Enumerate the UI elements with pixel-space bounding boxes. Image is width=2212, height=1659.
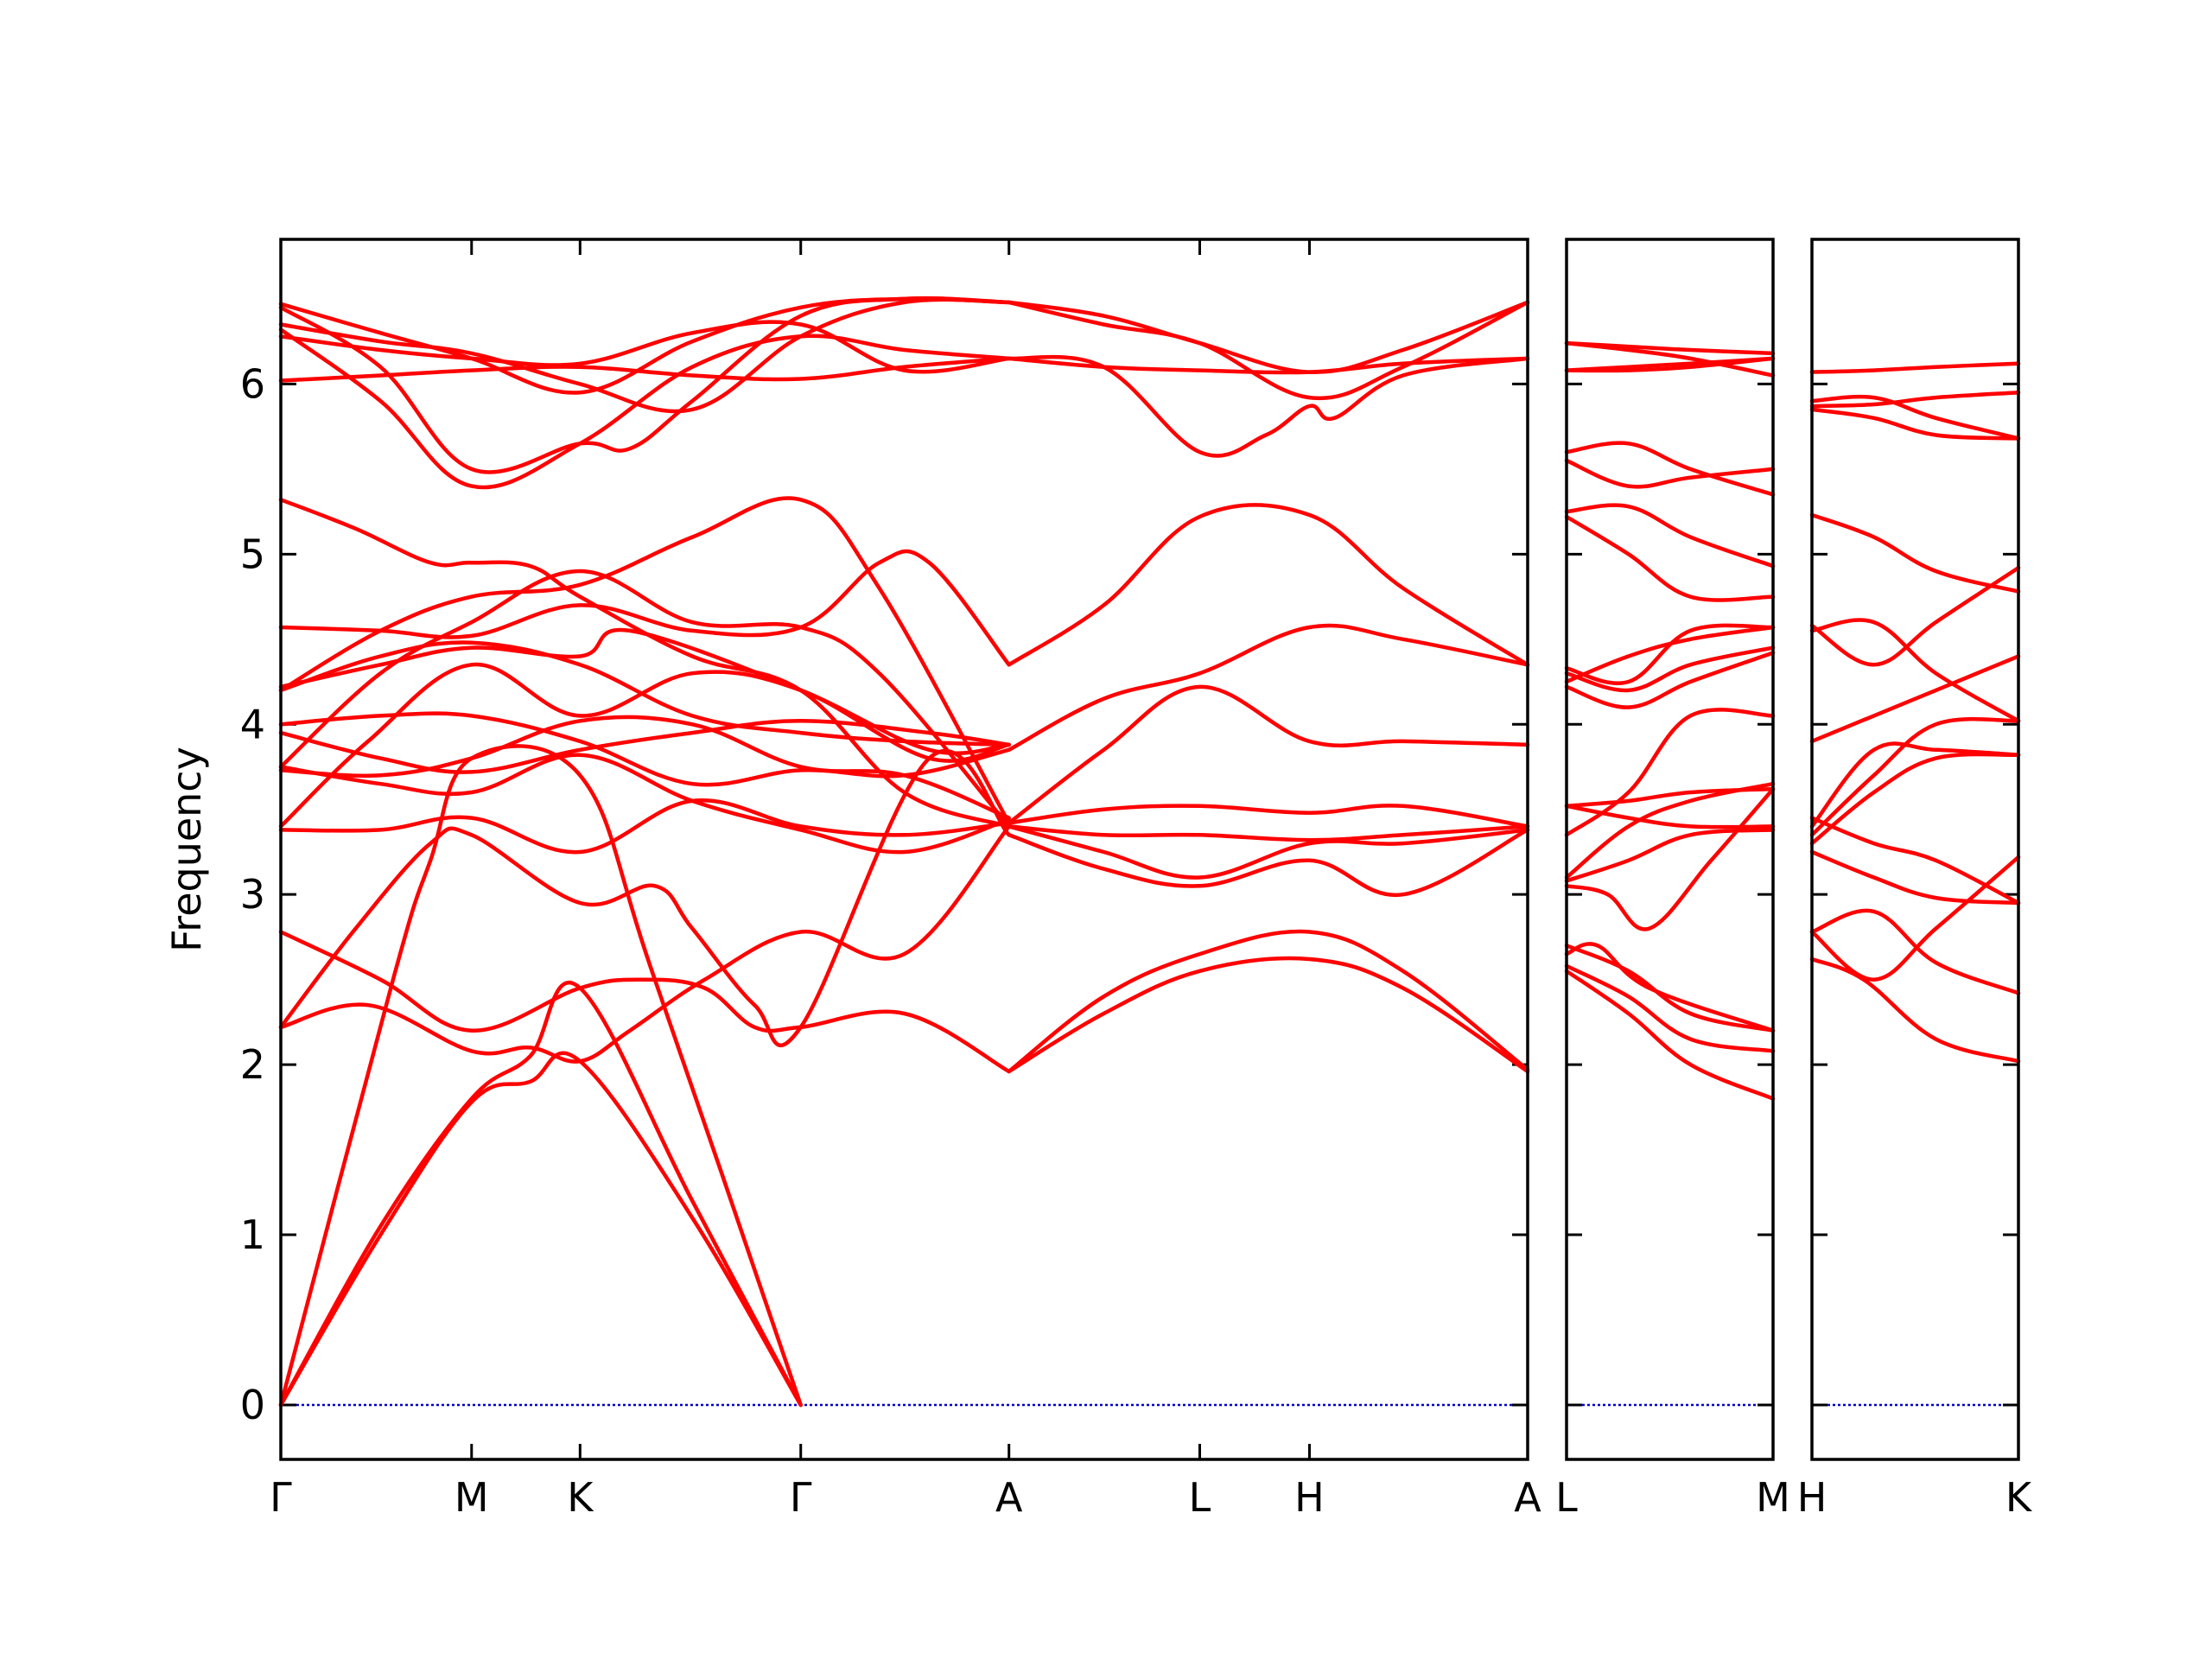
band-line bbox=[278, 748, 1011, 1048]
band-line bbox=[278, 327, 1011, 490]
band-line bbox=[1007, 804, 1530, 829]
band-line bbox=[1007, 300, 1530, 374]
x-tick-label: Γ bbox=[270, 1474, 292, 1521]
band-line bbox=[1809, 394, 2021, 441]
band-line bbox=[1809, 741, 2021, 829]
band-line bbox=[278, 824, 1011, 1064]
band-line bbox=[1809, 716, 2021, 837]
band-line bbox=[278, 715, 1011, 820]
band-line bbox=[1564, 708, 1776, 837]
panel-1: Γ M K Γ A L H A 0 1 2 3 4 5 6 bbox=[240, 238, 1541, 1521]
x-tick-label: H bbox=[1797, 1474, 1827, 1521]
band-line bbox=[1809, 565, 2021, 667]
band-line bbox=[1007, 356, 1530, 375]
band-line bbox=[1007, 824, 1530, 880]
y-tick-label: 4 bbox=[240, 701, 265, 747]
band-line bbox=[278, 798, 1011, 855]
y-tick-label: 5 bbox=[240, 531, 265, 577]
band-line bbox=[1564, 340, 1776, 356]
band-line bbox=[278, 719, 1011, 774]
panel-frame bbox=[1810, 238, 2020, 1461]
x-tick-label: M bbox=[1756, 1474, 1790, 1521]
band-line bbox=[278, 930, 1011, 1074]
band-line bbox=[1564, 651, 1776, 709]
x-tick-label: K bbox=[567, 1474, 594, 1521]
band-line bbox=[1007, 354, 1530, 458]
band-line bbox=[1564, 969, 1776, 1101]
band-line bbox=[278, 496, 1011, 825]
band-line bbox=[278, 1051, 803, 1408]
band-line bbox=[1809, 849, 2021, 906]
y-tick-label: 2 bbox=[240, 1041, 265, 1088]
band-line bbox=[1809, 654, 2021, 744]
band-line bbox=[1809, 957, 2021, 1064]
band-line bbox=[1564, 963, 1776, 1053]
y-axis-label: Frequency bbox=[163, 747, 210, 952]
band-line bbox=[278, 640, 1011, 747]
band-line bbox=[1007, 828, 1530, 898]
x-tick-label: M bbox=[454, 1474, 489, 1521]
x-tick-label: L bbox=[1555, 1474, 1578, 1521]
band-line bbox=[1007, 929, 1530, 1074]
band-line bbox=[1007, 300, 1530, 401]
band-line bbox=[1809, 390, 2021, 409]
panel-frame bbox=[1565, 238, 1775, 1461]
panel-frame bbox=[279, 238, 1529, 1461]
band-line bbox=[1007, 503, 1530, 667]
band-line bbox=[1007, 824, 1530, 842]
band-line bbox=[1564, 804, 1776, 830]
x-tick-label: A bbox=[995, 1474, 1023, 1521]
band-line bbox=[1564, 625, 1776, 684]
band-line bbox=[278, 980, 803, 1408]
band-line bbox=[1564, 503, 1776, 569]
band-line bbox=[1809, 908, 2021, 995]
band-line bbox=[278, 569, 1011, 829]
band-line bbox=[278, 296, 1011, 395]
x-tick-label: L bbox=[1189, 1474, 1211, 1521]
band-line bbox=[278, 662, 1011, 829]
band-line bbox=[1564, 942, 1776, 1033]
y-tick-label: 6 bbox=[240, 360, 265, 407]
band-line bbox=[278, 498, 1011, 829]
band-line bbox=[1007, 623, 1530, 753]
band-line bbox=[278, 753, 1011, 855]
band-line bbox=[1809, 361, 2021, 374]
band-line bbox=[1564, 828, 1776, 883]
band-line bbox=[1564, 356, 1776, 372]
band-line bbox=[1564, 623, 1776, 685]
band-line bbox=[1007, 684, 1530, 825]
y-tick-label: 0 bbox=[240, 1382, 265, 1428]
band-line bbox=[1564, 441, 1776, 497]
band-line bbox=[278, 320, 1011, 374]
y-tick-label: 1 bbox=[240, 1211, 265, 1258]
x-tick-label: H bbox=[1294, 1474, 1325, 1521]
band-line bbox=[1564, 458, 1776, 489]
band-line bbox=[1564, 645, 1776, 693]
band-line bbox=[1007, 956, 1530, 1074]
band-line bbox=[278, 549, 1011, 667]
band-line bbox=[1809, 618, 2021, 723]
x-tick-label: K bbox=[2005, 1474, 2033, 1521]
band-line bbox=[278, 297, 1011, 414]
x-tick-label: A bbox=[1514, 1474, 1541, 1521]
band-line bbox=[1564, 514, 1776, 602]
y-tick-label: 3 bbox=[240, 871, 265, 918]
band-line bbox=[1564, 944, 1776, 1033]
band-line bbox=[1564, 786, 1776, 809]
band-line bbox=[1809, 407, 2021, 441]
band-line bbox=[1809, 512, 2021, 594]
band-line bbox=[1809, 816, 2021, 906]
x-tick-label: Γ bbox=[790, 1474, 812, 1521]
